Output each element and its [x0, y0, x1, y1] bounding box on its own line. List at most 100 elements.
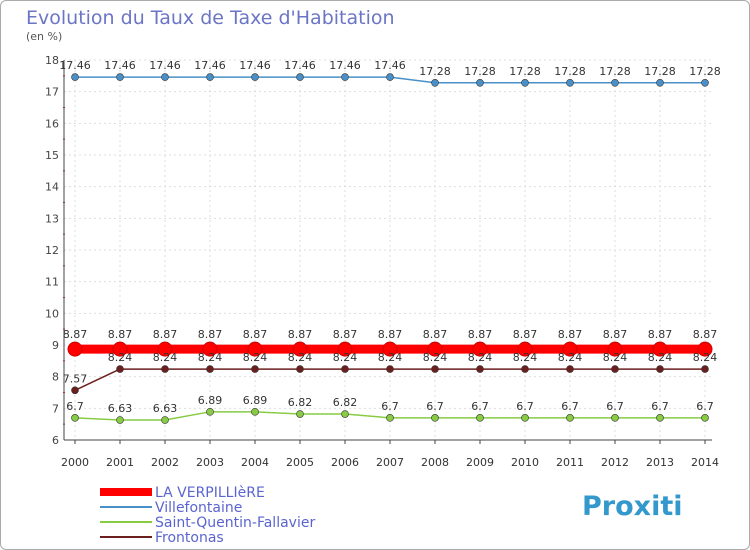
data-label: 17.28: [599, 65, 631, 78]
series-2: 6.7 6.63 6.63 6.89 6.89 6.82 6.82 6.7 6.7 6.7 6.7 6…: [66, 394, 714, 424]
data-label: 8.24: [513, 351, 538, 364]
data-point: [161, 73, 169, 81]
y-tick-label: 17: [45, 86, 59, 99]
data-point: [206, 365, 214, 373]
data-label: 6.63: [108, 402, 133, 415]
data-label: 8.24: [423, 351, 448, 364]
data-label: 6.7: [381, 400, 399, 413]
data-point: [296, 410, 304, 418]
data-point: [476, 365, 484, 373]
y-tick-label: 14: [45, 181, 59, 194]
data-label: 8.24: [648, 351, 673, 364]
data-point: [251, 408, 259, 416]
y-tick-label: 9: [52, 339, 59, 352]
data-label: 17.46: [239, 59, 271, 72]
data-point: [71, 414, 79, 422]
data-point: [476, 79, 484, 87]
data-point: [337, 341, 353, 357]
data-label: 17.28: [419, 65, 451, 78]
data-label: 6.82: [288, 396, 313, 409]
data-point: [656, 365, 664, 373]
x-tick-label: 2012: [601, 456, 629, 469]
data-point: [386, 365, 394, 373]
data-point: [431, 365, 439, 373]
data-point: [521, 414, 529, 422]
data-point: [386, 73, 394, 81]
grid: [64, 59, 712, 441]
data-point: [206, 408, 214, 416]
data-point: [67, 341, 83, 357]
data-point: [292, 341, 308, 357]
data-label: 6.7: [426, 400, 444, 413]
data-point: [431, 79, 439, 87]
x-tick-label: 2010: [511, 456, 539, 469]
data-point: [157, 341, 173, 357]
data-label: 6.7: [696, 400, 714, 413]
data-label: 8.87: [378, 328, 403, 341]
data-label: 6.7: [471, 400, 489, 413]
data-point: [701, 414, 709, 422]
data-point: [161, 365, 169, 373]
data-point: [296, 73, 304, 81]
data-point: [247, 341, 263, 357]
data-point: [652, 341, 668, 357]
data-label: 8.24: [333, 351, 358, 364]
data-label: 8.24: [558, 351, 583, 364]
data-point: [112, 341, 128, 357]
legend-label: LA VERPILLIèRE: [155, 485, 265, 501]
x-tick-label: 2007: [376, 456, 404, 469]
data-label: 17.46: [59, 59, 91, 72]
data-point: [611, 79, 619, 87]
data-point: [116, 365, 124, 373]
y-tick-label: 13: [45, 212, 59, 225]
data-label: 6.82: [333, 396, 358, 409]
data-label: 8.24: [693, 351, 718, 364]
x-tick-label: 2013: [646, 456, 674, 469]
legend: LA VERPILLIèREVillefontaineSaint-Quentin…: [100, 485, 315, 546]
data-label: 17.28: [689, 65, 721, 78]
data-label: 8.24: [288, 351, 313, 364]
data-label: 8.24: [378, 351, 403, 364]
legend-label: Villefontaine: [155, 500, 242, 516]
data-label: 8.87: [423, 328, 448, 341]
data-point: [697, 341, 713, 357]
data-label: 8.87: [153, 328, 178, 341]
data-point: [607, 341, 623, 357]
data-label: 8.87: [243, 328, 268, 341]
data-point: [521, 365, 529, 373]
data-point: [476, 414, 484, 422]
data-point: [206, 73, 214, 81]
x-tick-label: 2014: [691, 456, 719, 469]
data-point: [116, 416, 124, 424]
data-label: 17.46: [374, 59, 406, 72]
y-tick-label: 7: [52, 402, 59, 415]
data-label: 8.87: [198, 328, 223, 341]
data-label: 17.28: [644, 65, 676, 78]
data-label: 6.7: [606, 400, 624, 413]
data-label: 8.24: [153, 351, 178, 364]
data-label: 8.87: [558, 328, 583, 341]
data-point: [382, 341, 398, 357]
y-tick-label: 6: [52, 434, 59, 447]
data-label: 7.57: [63, 372, 88, 385]
data-label: 17.28: [554, 65, 586, 78]
y-tick-label: 16: [45, 117, 59, 130]
legend-label: Saint-Quentin-Fallavier: [155, 515, 315, 531]
data-label: 17.46: [284, 59, 316, 72]
data-point: [71, 386, 79, 395]
data-label: 17.46: [329, 59, 361, 72]
data-label: 17.46: [104, 59, 136, 72]
data-label: 8.87: [648, 328, 673, 341]
data-point: [656, 79, 664, 87]
data-label: 8.87: [468, 328, 493, 341]
data-point: [341, 365, 349, 373]
data-point: [566, 414, 574, 422]
logo-text: Proxiti: [582, 491, 683, 522]
data-label: 8.87: [513, 328, 538, 341]
x-tick-label: 2006: [331, 456, 359, 469]
data-point: [296, 365, 304, 373]
y-tick-label: 15: [45, 149, 59, 162]
data-point: [472, 341, 488, 357]
data-label: 8.87: [333, 328, 358, 341]
data-label: 6.7: [651, 400, 669, 413]
